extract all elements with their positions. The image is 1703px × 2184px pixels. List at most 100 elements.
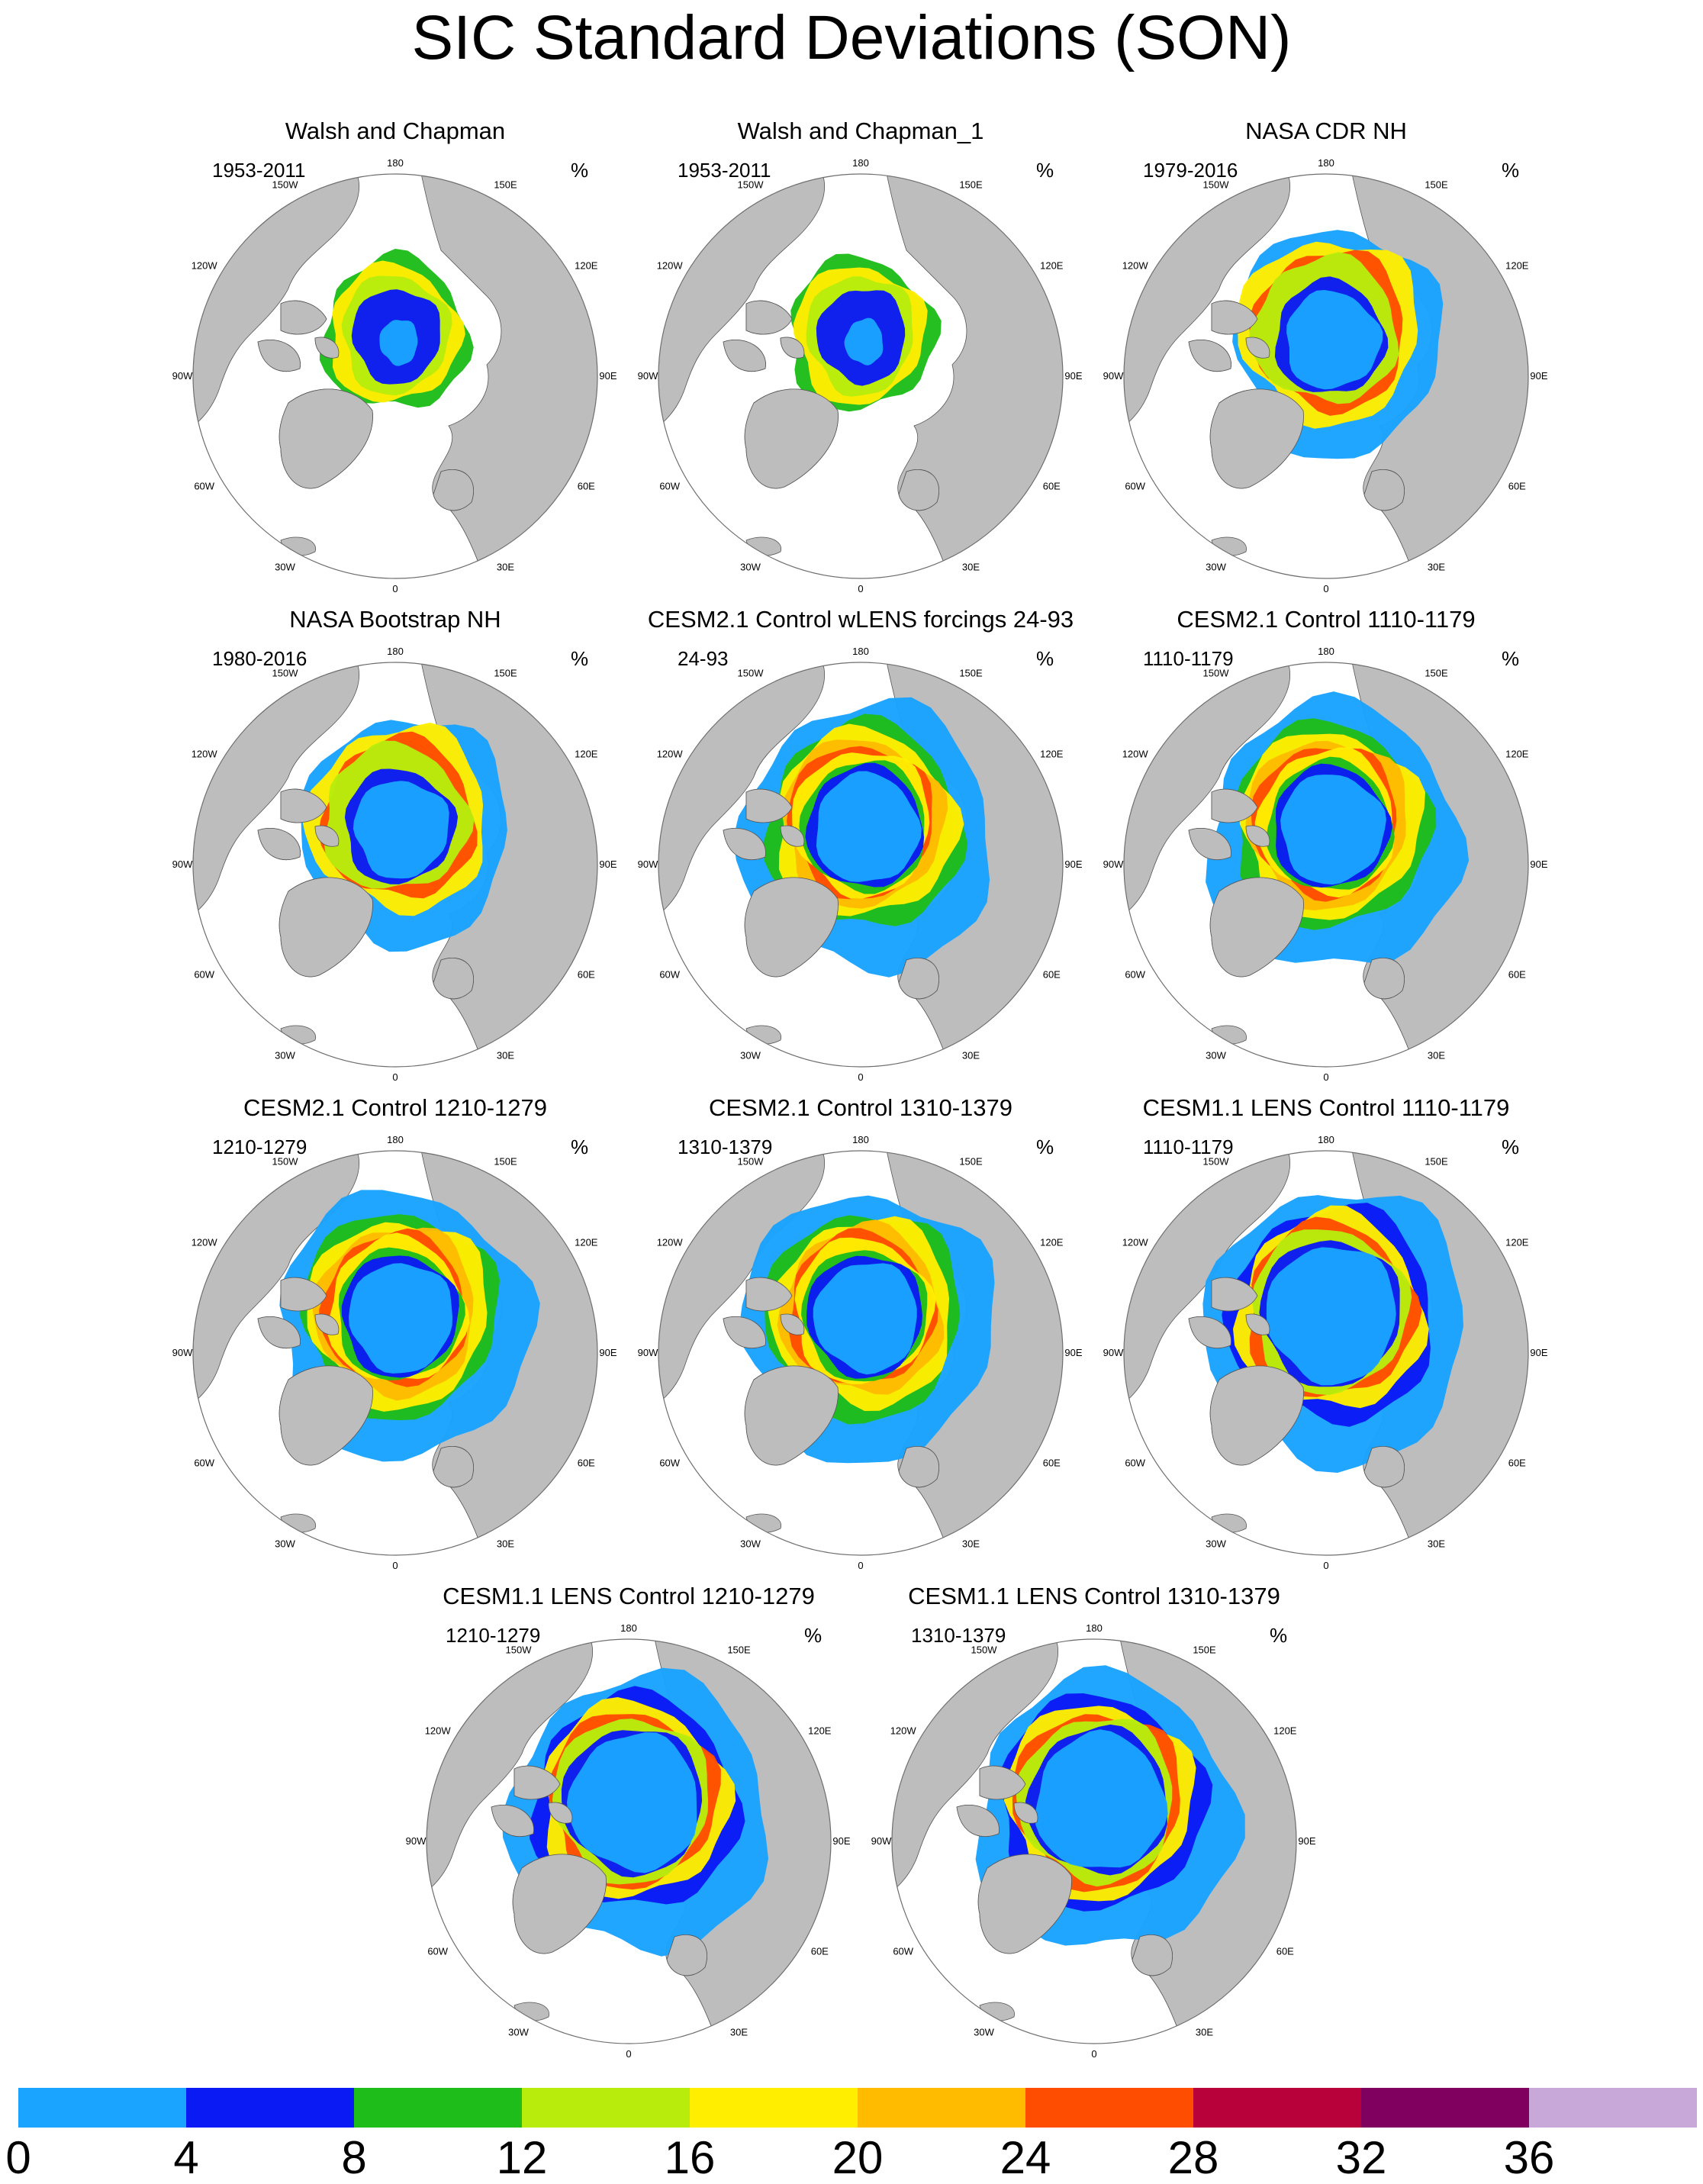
longitude-label: 120E	[575, 749, 598, 760]
longitude-label: 30W	[740, 1538, 761, 1549]
panel-period: 1210-1279	[446, 1624, 541, 1647]
panel-title: Walsh and Chapman	[285, 118, 506, 144]
longitude-label: 150W	[738, 179, 765, 191]
longitude-label: 120W	[657, 749, 684, 760]
longitude-label: 120E	[808, 1725, 832, 1737]
polar-map: 180 150E 120E 90E 60E 30E 0 30W 60W 90W 120W 150W	[871, 1622, 1316, 2060]
longitude-label: 30W	[275, 1049, 295, 1061]
longitude-label: 30E	[962, 1049, 980, 1061]
figure-title: SIC Standard Deviations (SON)	[411, 3, 1292, 72]
longitude-label: 150W	[738, 668, 765, 679]
colorbar-swatch	[1361, 2088, 1529, 2128]
panel-unit: %	[1502, 647, 1520, 670]
map-panel: 180 150E 120E 90E 60E 30E 0 30W 60W 90W 120W 150W CE…	[1097, 1090, 1555, 1571]
longitude-label: 150W	[272, 179, 299, 191]
longitude-label: 60W	[194, 969, 214, 981]
longitude-label: 180	[852, 157, 869, 169]
polar-map: 180 150E 120E 90E 60E 30E 0 30W 60W 90W 120W 150W	[638, 646, 1083, 1083]
longitude-label: 90W	[172, 858, 193, 870]
panel-title: NASA CDR NH	[1245, 118, 1407, 144]
longitude-label: 60E	[1508, 1458, 1526, 1469]
longitude-label: 60E	[1043, 1458, 1061, 1469]
longitude-label: 120W	[192, 260, 218, 272]
longitude-label: 150W	[1203, 1156, 1230, 1168]
colorbar-tick-label: 36	[1503, 2132, 1555, 2183]
panel-period: 1953-2011	[678, 159, 771, 182]
longitude-label: 150E	[959, 179, 983, 191]
longitude-label: 0	[1323, 1560, 1328, 1571]
colorbar-tick-label: 12	[496, 2132, 548, 2183]
longitude-label: 30E	[497, 561, 514, 572]
colorbar-tick-label: 20	[832, 2132, 884, 2183]
panel-unit: %	[1502, 159, 1520, 182]
longitude-label: 150W	[272, 1156, 299, 1168]
panel-period: 1980-2016	[212, 647, 307, 670]
map-boundary-circle	[658, 173, 1064, 579]
longitude-label: 60W	[1125, 969, 1145, 981]
longitude-label: 60W	[194, 481, 214, 492]
longitude-label: 60E	[1508, 481, 1526, 492]
polar-map: 180 150E 120E 90E 60E 30E 0 30W 60W 90W 120W 150W	[1103, 157, 1548, 594]
longitude-label: 30W	[275, 561, 295, 572]
panel-unit: %	[571, 159, 589, 182]
map-body	[892, 1639, 1296, 2044]
longitude-label: 30W	[1206, 1538, 1226, 1549]
longitude-label: 120W	[890, 1725, 917, 1737]
longitude-label: 120E	[575, 1237, 598, 1248]
longitude-label: 120W	[1122, 260, 1149, 272]
longitude-label: 90E	[1064, 370, 1082, 382]
panel-title: NASA Bootstrap NH	[289, 606, 501, 633]
longitude-label: 0	[392, 1560, 398, 1571]
longitude-label: 150E	[494, 668, 517, 679]
colorbar-swatch	[522, 2088, 690, 2128]
longitude-label: 90W	[871, 1835, 892, 1847]
map-panel: 180 150E 120E 90E 60E 30E 0 30W 60W 90W 120W 150W CE…	[632, 1090, 1090, 1571]
longitude-label: 30E	[497, 1538, 514, 1549]
map-boundary-circle	[192, 173, 598, 579]
longitude-label: 120W	[1122, 1237, 1149, 1248]
map-body	[1124, 1151, 1528, 1555]
colorbar-swatch	[1529, 2088, 1697, 2128]
panel-period: 1953-2011	[212, 159, 306, 182]
panel-unit: %	[1036, 1135, 1054, 1158]
longitude-label: 30E	[1428, 561, 1445, 572]
longitude-label: 30W	[974, 2026, 994, 2037]
longitude-label: 60E	[1043, 481, 1061, 492]
longitude-label: 180	[1318, 157, 1334, 169]
panel-unit: %	[1270, 1624, 1288, 1647]
longitude-label: 60E	[578, 1458, 595, 1469]
colorbar-swatch	[690, 2088, 858, 2128]
panel-period: 1110-1179	[1143, 647, 1234, 670]
map-body	[658, 662, 1063, 1067]
longitude-label: 150E	[959, 668, 983, 679]
longitude-label: 150E	[494, 1156, 517, 1168]
longitude-label: 150E	[1425, 668, 1448, 679]
longitude-label: 90E	[599, 858, 616, 870]
longitude-label: 90E	[599, 1347, 616, 1358]
map-boundary-circle	[1123, 173, 1529, 579]
longitude-label: 30W	[275, 1538, 295, 1549]
longitude-label: 90E	[1298, 1835, 1315, 1847]
longitude-label: 150W	[506, 1644, 533, 1656]
longitude-label: 60W	[427, 1946, 448, 1957]
panel-unit: %	[571, 1135, 589, 1158]
longitude-label: 120E	[1040, 260, 1064, 272]
map-boundary-circle	[426, 1638, 832, 2044]
longitude-label: 30E	[962, 1538, 980, 1549]
longitude-label: 30W	[508, 2026, 529, 2037]
longitude-label: 150E	[727, 1644, 751, 1656]
colorbar-swatch	[186, 2088, 354, 2128]
map-panel: 180 150E 120E 90E 60E 30E 0 30W 60W 90W 120W 150W CE…	[632, 601, 1090, 1083]
panel-title: CESM2.1 Control 1310-1379	[708, 1094, 1013, 1121]
longitude-label: 0	[858, 583, 863, 594]
map-body	[1124, 662, 1528, 1067]
longitude-label: 60W	[194, 1458, 214, 1469]
longitude-label: 90E	[1064, 858, 1082, 870]
map-boundary-circle	[192, 1150, 598, 1556]
longitude-label: 120W	[425, 1725, 452, 1737]
longitude-label: 180	[387, 1134, 404, 1145]
polar-map: 180 150E 120E 90E 60E 30E 0 30W 60W 90W 120W 150W	[1103, 1134, 1548, 1571]
polar-map: 180 150E 120E 90E 60E 30E 0 30W 60W 90W 120W 150W	[1103, 646, 1548, 1083]
longitude-label: 90W	[172, 1347, 193, 1358]
longitude-label: 0	[1323, 583, 1328, 594]
